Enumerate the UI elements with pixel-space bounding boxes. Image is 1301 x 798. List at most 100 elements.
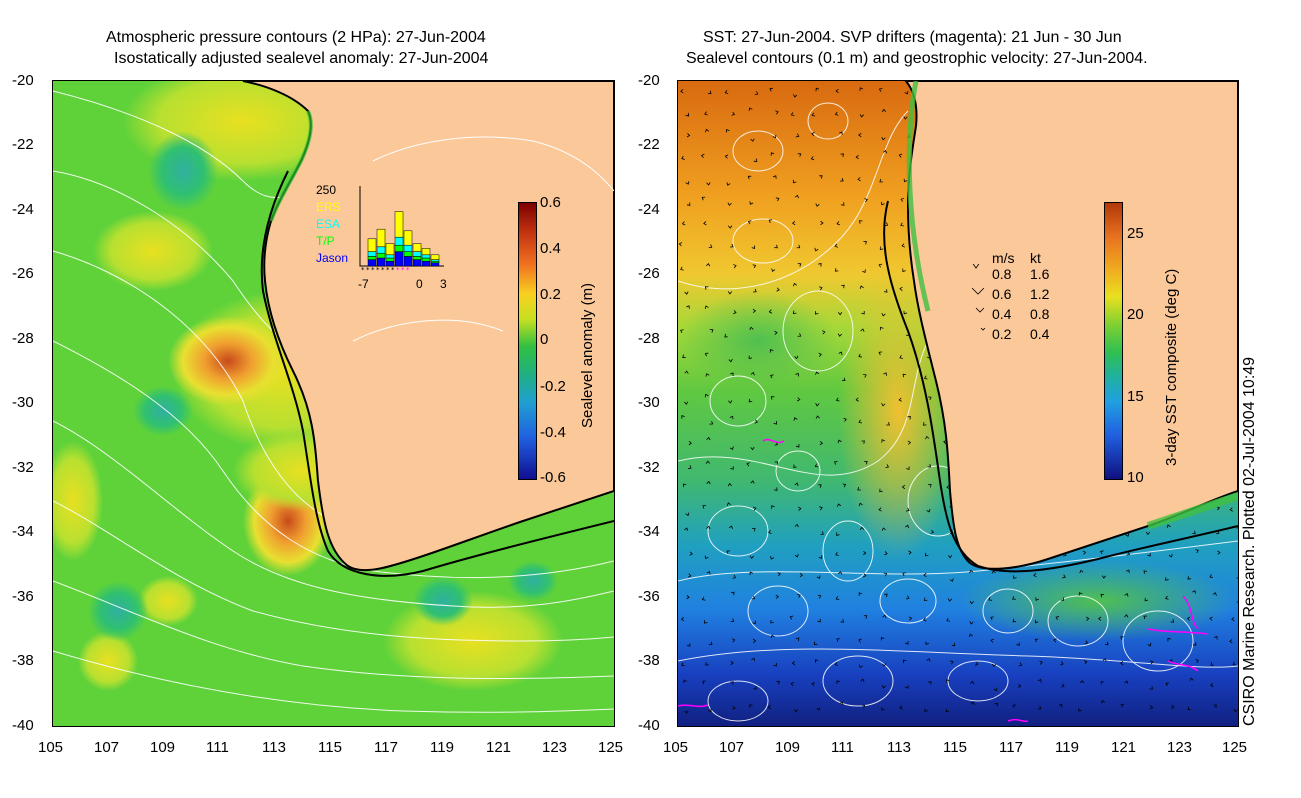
velocity-arrow: [728, 225, 733, 229]
velocity-arrow: [701, 196, 706, 201]
velocity-arrow: [1165, 577, 1169, 581]
velocity-arrow: [684, 401, 689, 405]
velocity-arrow: [704, 620, 708, 624]
velocity-arrow: [749, 326, 754, 331]
velocity-arrow: [701, 596, 706, 601]
sst-map-graphic: [678, 81, 1238, 726]
velocity-ms-value: 0.4: [992, 306, 1012, 322]
velocity-arrow: [794, 355, 799, 360]
velocity-arrow: [752, 638, 757, 644]
inset-bar-jason: [403, 256, 413, 267]
velocity-arrow: [797, 333, 802, 337]
velocity-arrow: [819, 286, 823, 291]
velocity-arrow: [752, 620, 756, 625]
velocity-arrow: [1236, 601, 1238, 603]
velocity-arrow: [707, 90, 712, 95]
velocity-arrow: [859, 664, 863, 669]
left-colorbar-tick: -0.4: [540, 424, 566, 441]
velocity-arrow: [724, 154, 729, 159]
velocity-arrow: [769, 87, 774, 92]
velocity-arrow: [858, 502, 863, 507]
velocity-arrow: [727, 291, 733, 295]
inset-x-tick: 3: [440, 277, 447, 291]
velocity-arrow: [727, 482, 732, 487]
velocity-arrow: [770, 620, 774, 624]
velocity-arrow: [899, 286, 903, 291]
velocity-arrow: [863, 550, 867, 556]
velocity-arrow: [811, 682, 815, 687]
inset-x-tick: 0: [416, 277, 423, 291]
velocity-arrow: [774, 244, 778, 249]
velocity-arrow: [681, 221, 686, 226]
velocity-arrow: [1186, 616, 1191, 621]
velocity-arrow: [925, 435, 930, 440]
velocity-arrow: [906, 507, 910, 512]
velocity-arrow: [818, 555, 823, 559]
velocity-arrow: [926, 508, 931, 513]
velocity-arrow: [1013, 575, 1017, 580]
velocity-arrow: [970, 701, 975, 706]
velocity-arrow: [899, 355, 903, 359]
velocity-arrow: [884, 593, 888, 598]
velocity-arrow: [1229, 507, 1233, 512]
velocity-arrow: [686, 643, 691, 647]
right-x-tick: 121: [1111, 739, 1137, 756]
right-y-tick: -26: [638, 265, 660, 282]
velocity-arrow: [730, 660, 734, 666]
velocity-arrow: [754, 91, 759, 95]
velocity-arrow: [814, 463, 819, 468]
velocity-arrow: [922, 617, 927, 622]
inset-bar-ers: [421, 248, 431, 256]
velocity-arrow: [990, 638, 994, 643]
velocity-arrow: [928, 484, 932, 488]
left-x-tick: 125: [598, 739, 624, 756]
velocity-arrow: [839, 131, 843, 136]
velocity-arrow: [835, 552, 839, 556]
velocity-arrow: [947, 598, 952, 602]
velocity-arrow: [968, 633, 973, 638]
left-colorbar-label: Sealevel anomaly (m): [579, 282, 596, 428]
velocity-arrow: [861, 440, 865, 444]
velocity-arrow: [684, 527, 689, 531]
velocity-arrow: [902, 659, 907, 664]
velocity-arrow: [814, 247, 819, 252]
velocity-arrow: [840, 153, 845, 157]
velocity-arrow: [881, 108, 887, 113]
velocity-arrow: [879, 488, 883, 493]
velocity-arrow: [1055, 616, 1060, 621]
velocity-arrow: [1012, 704, 1017, 709]
velocity-arrow: [836, 532, 840, 536]
right-colorbar-tick: 20: [1127, 306, 1144, 323]
velocity-arrow: [730, 618, 735, 622]
velocity-arrow: [908, 550, 912, 555]
velocity-arrow: [681, 662, 685, 667]
velocity-arrow: [684, 710, 689, 714]
velocity-arrow: [879, 178, 883, 183]
inset-day-marker: *: [401, 266, 405, 274]
velocity-arrow: [1060, 661, 1064, 666]
velocity-arrow: [1165, 595, 1169, 600]
inset-bar-jason: [421, 260, 431, 267]
velocity-arrow: [732, 310, 737, 315]
velocity-arrow: [815, 402, 820, 407]
velocity-arrow: [753, 158, 758, 162]
velocity-arrow: [732, 574, 737, 579]
velocity-arrow: [794, 523, 799, 528]
velocity-arrow: [1167, 637, 1171, 642]
velocity-arrow: [775, 197, 780, 202]
velocity-arrow: [1143, 570, 1148, 574]
right-y-tick: -28: [638, 330, 660, 347]
velocity-arrow: [796, 244, 801, 249]
velocity-arrow: [792, 310, 797, 314]
velocity-arrow: [752, 308, 757, 314]
velocity-arrow: [904, 641, 909, 645]
velocity-arrow: [774, 461, 779, 465]
velocity-arrow: [748, 355, 753, 360]
inset-day-marker: *: [376, 266, 380, 274]
velocity-arrow: [837, 311, 843, 316]
velocity-arrow: [767, 704, 771, 710]
inset-y-max-label: 250: [316, 183, 337, 197]
velocity-ms-value: 0.6: [992, 286, 1012, 302]
velocity-arrow: [727, 202, 732, 207]
velocity-arrow: [680, 89, 684, 94]
